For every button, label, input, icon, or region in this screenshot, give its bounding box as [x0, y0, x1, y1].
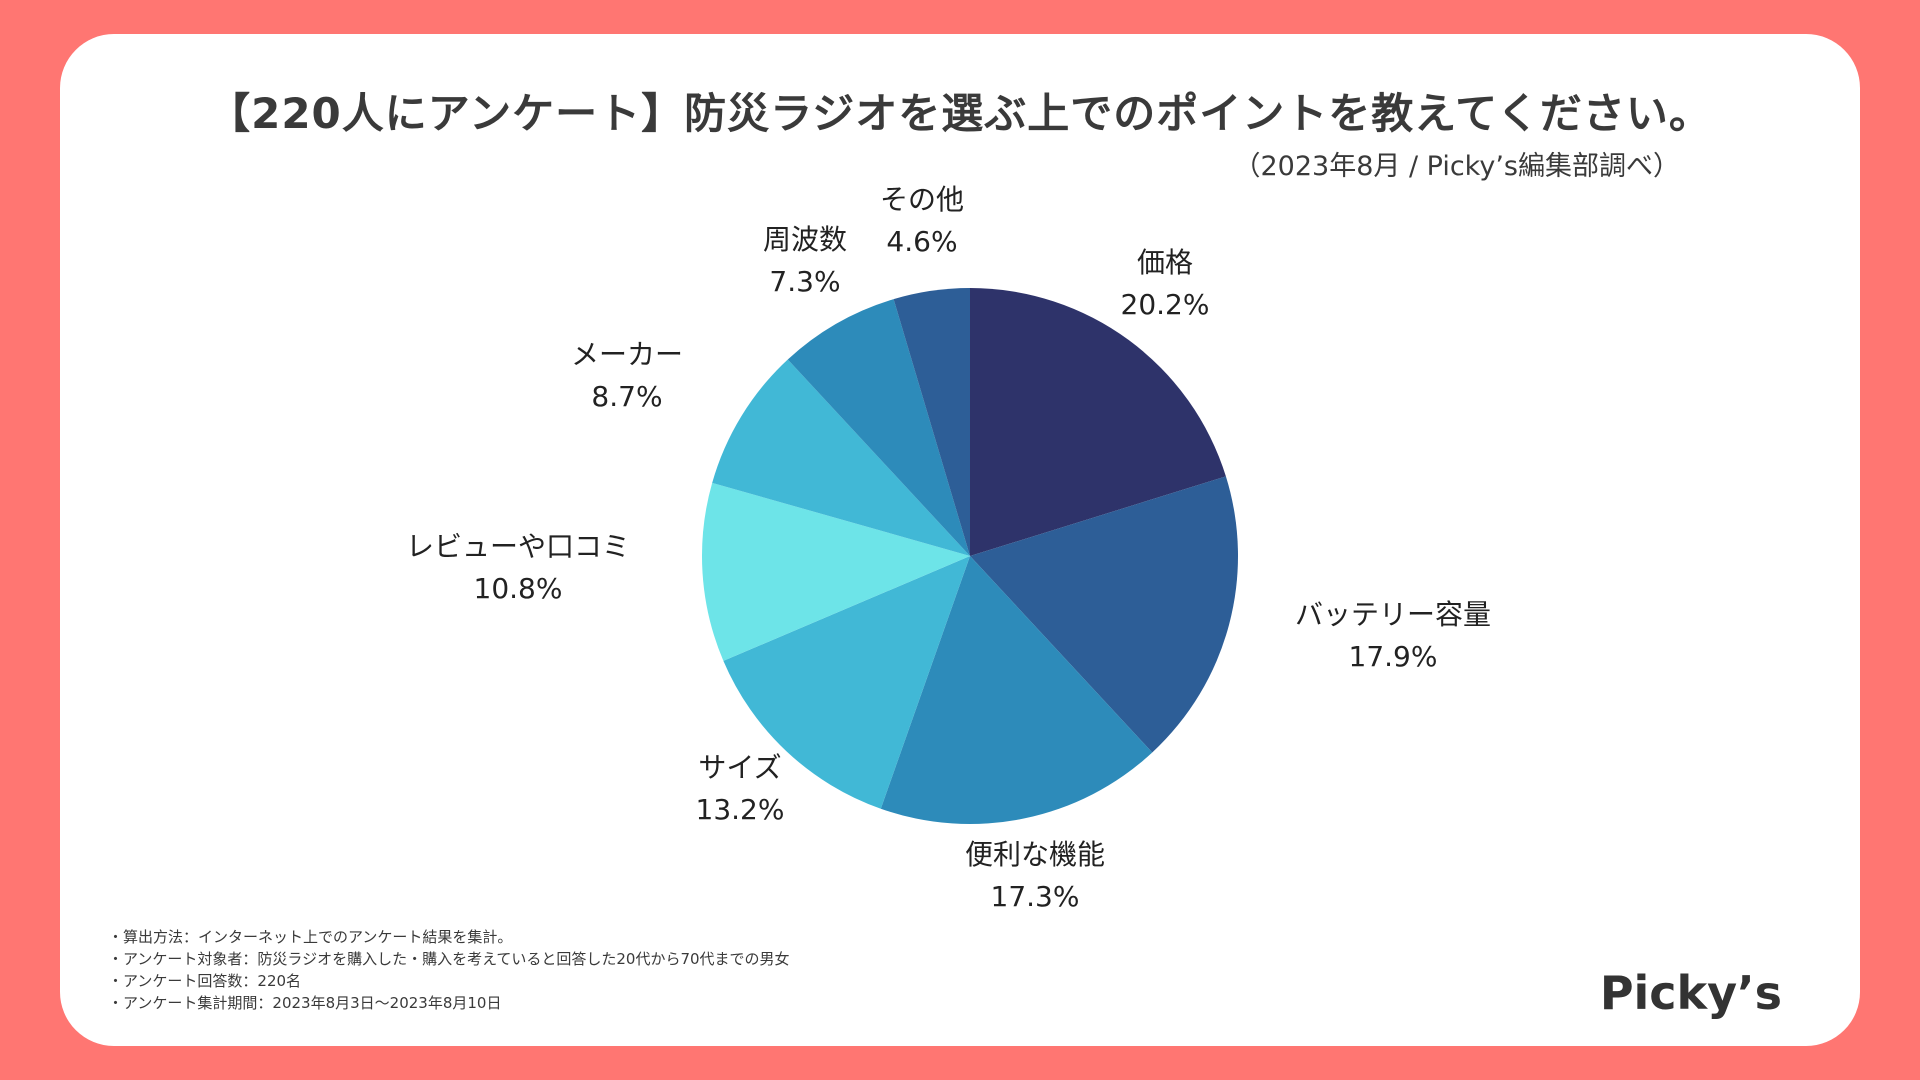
pie-slice-7: [787, 299, 970, 556]
pie-labels: 価格 20.2% バッテリー容量 17.9% 便利な機能 17.3% サイズ 13.2% レビュ…: [406, 183, 1491, 913]
pie-slice-5: [702, 482, 970, 661]
pie-slice-3: [880, 556, 1153, 824]
slice-label-name: 周波数: [763, 223, 847, 256]
slice-label-value: 17.9%: [1349, 640, 1438, 673]
slice-label-value: 8.7%: [591, 380, 662, 413]
slice-label-name: その他: [880, 183, 964, 216]
pie-slice-1: [970, 288, 1226, 556]
note-period: ・アンケート集計期間：2023年8月3日〜2023年8月10日: [108, 994, 502, 1012]
slice-label-name: レビューや口コミ: [406, 530, 630, 563]
note-method: ・算出方法：インターネット上でのアンケート結果を集計。: [108, 928, 513, 946]
survey-notes: ・算出方法：インターネット上でのアンケート結果を集計。 ・アンケート対象者：防災…: [108, 926, 790, 1014]
slice-label-name: 便利な機能: [965, 838, 1105, 871]
pie-slice-6: [712, 359, 970, 556]
slice-label-value: 13.2%: [696, 793, 785, 826]
slice-label-value: 7.3%: [769, 265, 840, 298]
pie-slice-2: [970, 476, 1238, 753]
chart-title: 【220人にアンケート】防災ラジオを選ぶ上でのポイントを教えてください。: [208, 89, 1712, 138]
pie-slices: [702, 288, 1238, 824]
slice-label-value: 4.6%: [886, 225, 957, 258]
pie-slice-8: [893, 288, 970, 556]
note-count: ・アンケート回答数：220名: [108, 972, 302, 990]
pie-slice-4: [723, 556, 970, 809]
slice-label-value: 10.8%: [474, 572, 563, 605]
slice-label-name: サイズ: [698, 751, 781, 784]
note-target: ・アンケート対象者：防災ラジオを購入した・購入を考えていると回答した20代から7…: [108, 950, 790, 968]
slice-label-name: メーカー: [571, 338, 683, 371]
slice-label-value: 17.3%: [991, 880, 1080, 913]
slice-label-name: バッテリー容量: [1295, 598, 1491, 631]
slice-label-name: 価格: [1137, 246, 1193, 279]
chart-subtitle: （2023年8月 / Picky’s編集部調べ）: [1233, 151, 1681, 182]
slice-label-value: 20.2%: [1121, 288, 1210, 321]
picky-logo: Picky’s: [1599, 966, 1782, 1020]
